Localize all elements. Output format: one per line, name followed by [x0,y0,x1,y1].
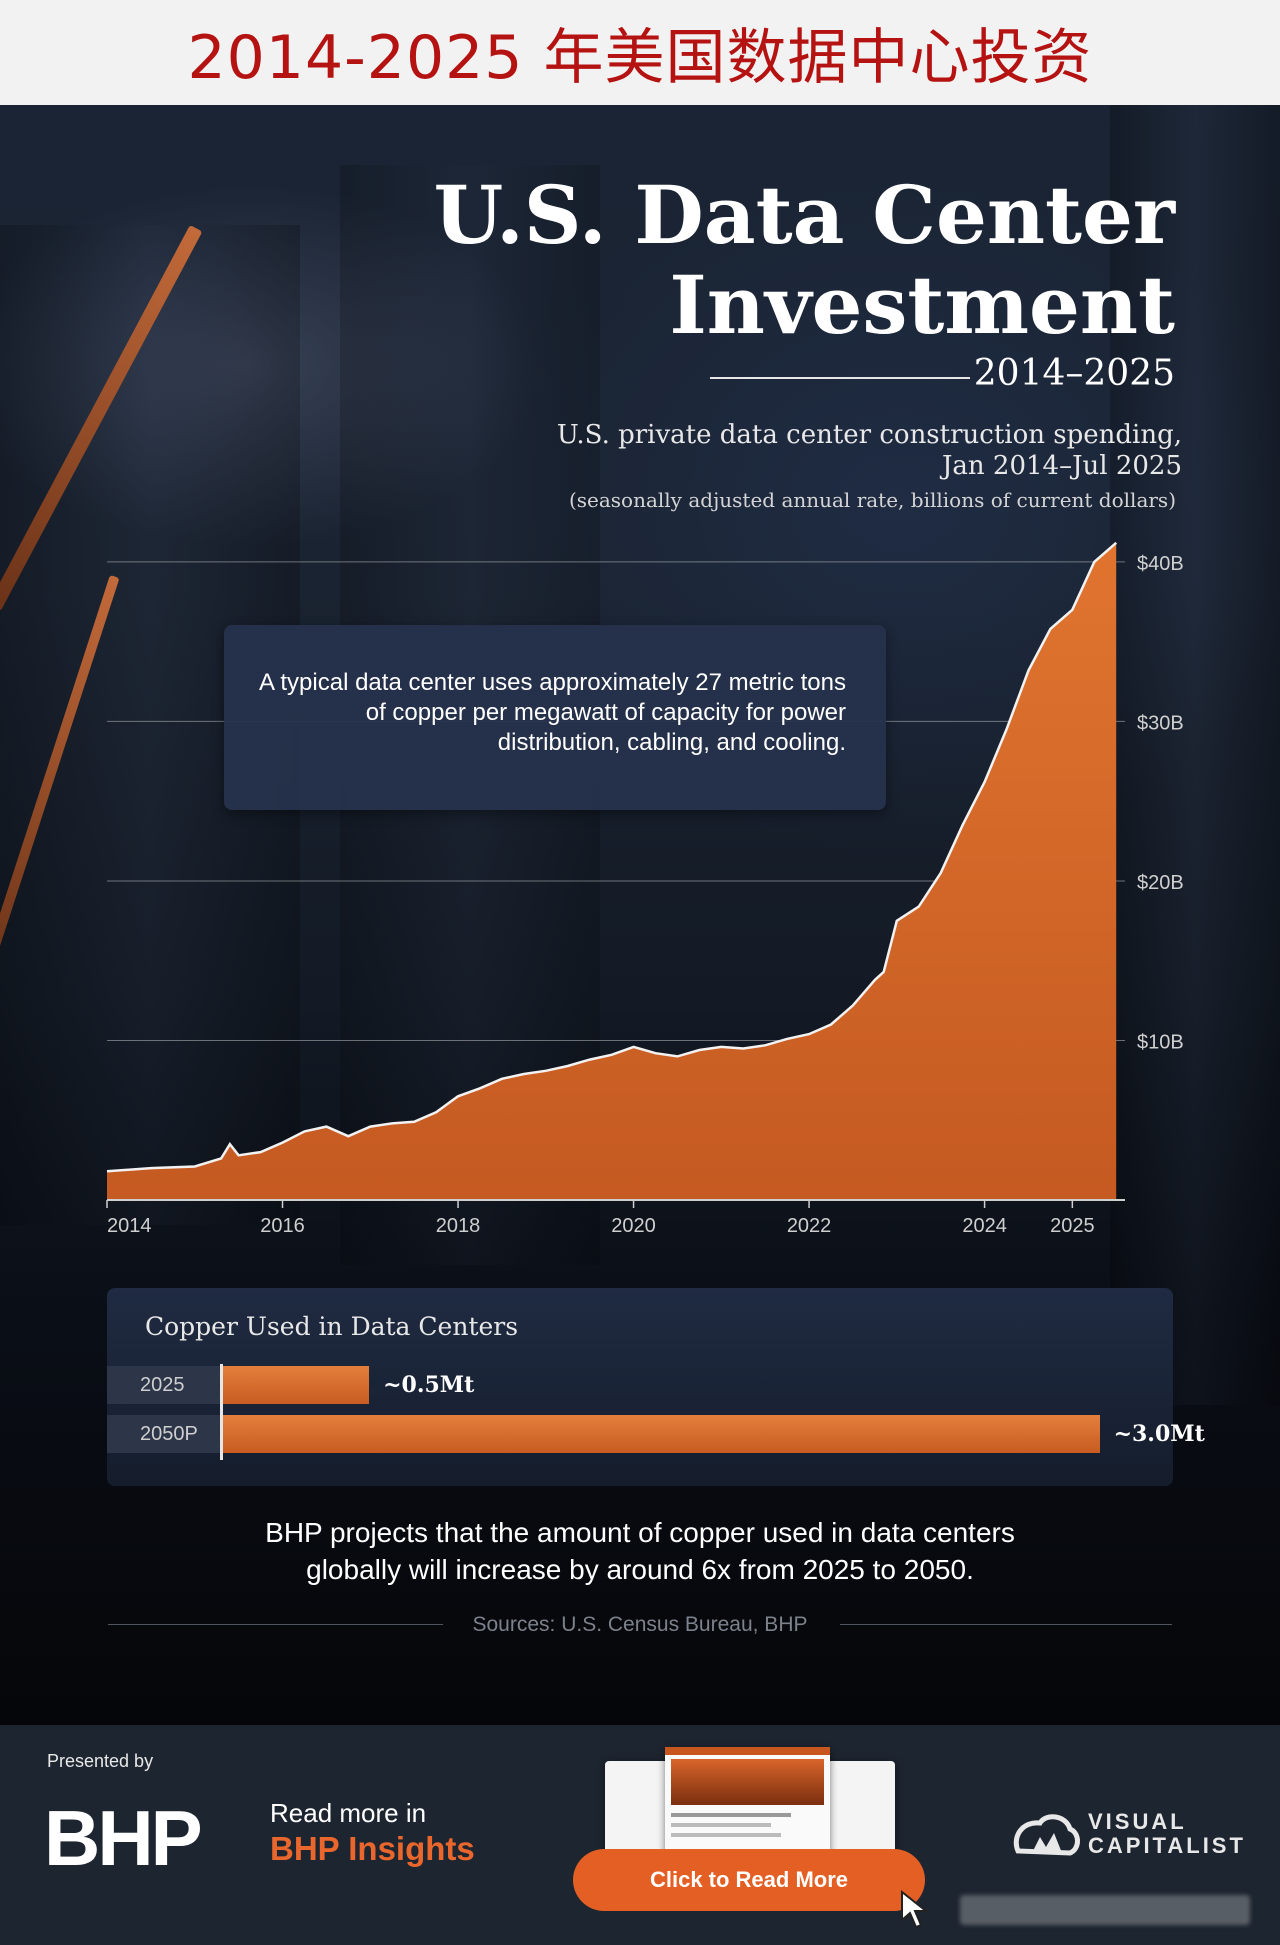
chart-subtitle: U.S. private data center construction sp… [557,420,1182,482]
preview-text-line [671,1833,781,1837]
banner-title: 2014-2025 年美国数据中心投资 [187,23,1093,93]
bhp-logo[interactable]: BHP [44,1794,203,1882]
y-tick-label: $20B [1137,872,1184,894]
vc-line-2: CAPITALIST [1088,1833,1246,1858]
bar-value-2050p: ~3.0Mt [1113,1421,1205,1447]
y-tick-label: $10B [1137,1031,1184,1053]
title-line-1: U.S. Data Center [433,168,1175,262]
footer: Presented by BHP Read more in BHP Insigh… [0,1725,1280,1945]
click-to-read-more-button[interactable]: Click to Read More [573,1849,925,1911]
projection-line-2: globally will increase by around 6x from… [306,1554,974,1585]
x-tick-label: 2014 [107,1215,152,1237]
preview-header-bar [665,1747,830,1755]
bar-axis [220,1364,223,1460]
area-series-edge [106,541,1118,1173]
presented-by-label: Presented by [47,1751,154,1771]
copper-bar-chart: Copper Used in Data Centers 2025 2050P ~… [107,1288,1205,1486]
bar-value-2025: ~0.5Mt [383,1372,475,1398]
copper-chart-title: Copper Used in Data Centers [145,1312,519,1341]
sources-text: Sources: U.S. Census Bureau, BHP [472,1613,808,1636]
bar-label-2025: 2025 [107,1366,221,1404]
projection-note: BHP projects that the amount of copper u… [0,1514,1280,1588]
x-axis: 2014 2016 2018 2020 2022 2024 2025 [106,1200,1095,1237]
subtitle-line-2: Jan 2014–Jul 2025 [941,451,1182,481]
x-tick-label: 2016 [260,1215,305,1237]
bar-2050p [223,1415,1100,1453]
read-more-label: Read more in [270,1798,427,1828]
bar-2025 [223,1366,370,1404]
y-tick-label: $40B [1137,553,1184,575]
title-divider [710,377,970,379]
y-axis: $10B $20B $30B $40B [1137,553,1184,1054]
x-tick-label: 2024 [962,1215,1007,1237]
callout-text: A typical data center uses approximately… [259,669,846,756]
bar-label-2050p: 2050P [107,1415,221,1453]
title-line-2: Investment [669,258,1175,352]
units-note: (seasonally adjusted annual rate, billio… [568,488,1176,512]
area-series [107,542,1117,1200]
x-tick-label: 2025 [1050,1215,1095,1237]
x-tick-label: 2020 [611,1215,656,1237]
visual-capitalist-logo-icon [1013,1814,1080,1856]
y-tick-label: $30B [1137,712,1184,734]
bhp-insights-link[interactable]: BHP Insights [270,1830,475,1867]
chart-title: U.S. Data Center Investment [434,170,1175,350]
preview-hero-image [671,1759,824,1805]
visual-capitalist-logo-text[interactable]: VISUAL CAPITALIST [1088,1810,1246,1858]
banner: 2014-2025 年美国数据中心投资 [0,0,1280,105]
x-tick-label: 2018 [436,1215,481,1237]
vc-line-1: VISUAL [1088,1809,1187,1834]
year-range: 2014–2025 [973,353,1175,394]
preview-text-line [671,1823,771,1827]
preview-text-line [671,1813,791,1817]
cursor-icon [901,1890,929,1929]
projection-line-1: BHP projects that the amount of copper u… [265,1517,1015,1548]
server-rack-right [1110,105,1280,1405]
sources-divider-right [840,1624,1172,1625]
sources-divider-left [108,1624,443,1625]
copper-callout: A typical data center uses approximately… [224,625,886,810]
subtitle-line-1: U.S. private data center construction sp… [556,420,1182,450]
x-tick-label: 2022 [787,1215,832,1237]
watermark [960,1895,1250,1925]
